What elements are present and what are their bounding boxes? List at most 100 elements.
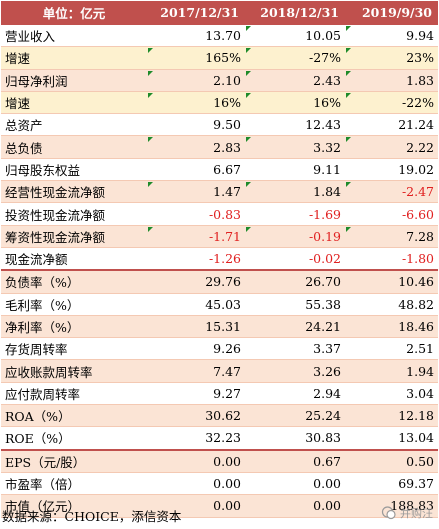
cell-value: 9.27 [147,382,245,406]
row-label: 总资产 [1,113,147,137]
cell-value: 55.38 [245,293,345,316]
cell-value: 2.83 [147,135,245,159]
row-label: 存货周转率 [1,337,147,361]
cell-value: 69.37 [345,472,438,496]
cell-value: 0.00 [147,472,245,496]
row-label: EPS（元/股） [1,448,147,473]
table-row: 负债率（%） 29.76 26.70 10.46 [1,269,438,294]
row-label: 市盈率（倍） [1,472,147,496]
cell-value: 0.50 [345,448,438,473]
cell-value: 26.70 [245,269,345,294]
financial-table: 单位：亿元 2017/12/31 2018/12/31 2019/9/30 营业… [1,1,438,518]
cell-value: 3.04 [345,382,438,406]
cell-value: 45.03 [147,293,245,316]
row-label: 营业收入 [1,24,147,48]
table-row: 总资产 9.50 12.43 21.24 [1,113,438,137]
data-source-note: 数据来源：CHOICE，添信资本 [2,509,182,524]
cell-value: 9.50 [147,113,245,137]
cell-value: 3.26 [245,359,345,383]
row-label: 投资性现金流净额 [1,202,147,226]
row-label: 净利率（%） [1,315,147,339]
row-label: 筹资性现金流净额 [1,225,147,248]
cell-value: 10.46 [345,269,438,294]
cell-value: 15.31 [147,315,245,339]
table-row: 增速 165% -27% 23% [1,46,438,70]
cell-value: 3.32 [245,135,345,159]
row-label: 应付款周转率 [1,382,147,406]
cell-value: -2.47 [345,180,438,204]
cell-value: 9.11 [245,158,345,182]
cell-value: -22% [345,91,438,115]
cell-value: 16% [147,91,245,115]
cell-value: 2.43 [245,69,345,92]
cell-value: 25.24 [245,404,345,428]
row-label: ROA（%） [1,404,147,428]
cell-value: 2.94 [245,382,345,406]
table-row: 归母股东权益 6.67 9.11 19.02 [1,158,438,182]
cell-value: 18.46 [345,315,438,339]
table-row: 经营性现金流净额 1.47 1.84 -2.47 [1,180,438,204]
cell-value: 9.94 [345,24,438,48]
table-row: 存货周转率 9.26 3.37 2.51 [1,337,438,361]
table-row: 应收账款周转率 7.47 3.26 1.94 [1,359,438,383]
cell-value: 0.00 [147,448,245,473]
row-label: 增速 [1,46,147,70]
cell-value: -1.80 [345,247,438,271]
cell-value: 7.28 [345,225,438,248]
cell-value: 30.83 [245,426,345,451]
cell-value: 12.18 [345,404,438,428]
cell-value: -0.83 [147,202,245,226]
cell-value: 165% [147,46,245,70]
cell-value: 10.05 [245,24,345,48]
row-label: 经营性现金流净额 [1,180,147,204]
cell-value: 48.82 [345,293,438,316]
cell-value: 2.22 [345,135,438,159]
row-label: 市值（亿元） [1,494,147,518]
cell-value: 1.83 [345,69,438,92]
column-header-2018: 2018/12/31 [245,1,345,25]
table-row: 总负债 2.83 3.32 2.22 [1,135,438,159]
table-row: 筹资性现金流净额 -1.71 -0.19 7.28 [1,225,438,248]
table-row: ROE（%） 32.23 30.83 13.04 [1,426,438,451]
cell-value: 1.47 [147,180,245,204]
row-label: 归母净利润 [1,69,147,92]
cell-value: -1.26 [147,247,245,271]
cell-value: 19.02 [345,158,438,182]
row-label: 现金流净额 [1,247,147,271]
cell-value: 13.04 [345,426,438,451]
table-row: 应付款周转率 9.27 2.94 3.04 [1,382,438,406]
table-row: 归母净利润 2.10 2.43 1.83 [1,69,438,92]
wechat-icon [381,506,396,520]
column-header-2019q3: 2019/9/30 [345,1,438,25]
cell-value: 2.10 [147,69,245,92]
cell-value: 188.83 [345,494,438,518]
table-row: EPS（元/股） 0.00 0.67 0.50 [1,448,438,473]
cell-value: 30.62 [147,404,245,428]
watermark: 并购汪 [381,505,433,521]
row-label: 毛利率（%） [1,293,147,316]
row-label: ROE（%） [1,426,147,451]
cell-value: 21.24 [345,113,438,137]
watermark-text: 并购汪 [400,507,433,520]
column-header-2017: 2017/12/31 [147,1,245,25]
cell-value: -1.71 [147,225,245,248]
cell-value: 29.76 [147,269,245,294]
cell-value: 2.51 [345,337,438,361]
row-label: 归母股东权益 [1,158,147,182]
cell-value: 0.67 [245,448,345,473]
row-label: 应收账款周转率 [1,359,147,383]
cell-value: 0.00 [245,494,345,518]
cell-value: -1.69 [245,202,345,226]
cell-value: 1.94 [345,359,438,383]
cell-value: -0.19 [245,225,345,248]
cell-value: 1.84 [245,180,345,204]
table-row: 净利率（%） 15.31 24.21 18.46 [1,315,438,339]
cell-value: -0.02 [245,247,345,271]
header-row: 单位：亿元 2017/12/31 2018/12/31 2019/9/30 [1,1,438,25]
cell-value: 6.67 [147,158,245,182]
cell-value: 23% [345,46,438,70]
unit-label: 单位：亿元 [1,1,147,25]
cell-value: 3.37 [245,337,345,361]
cell-value: 24.21 [245,315,345,339]
row-label: 负债率（%） [1,269,147,294]
